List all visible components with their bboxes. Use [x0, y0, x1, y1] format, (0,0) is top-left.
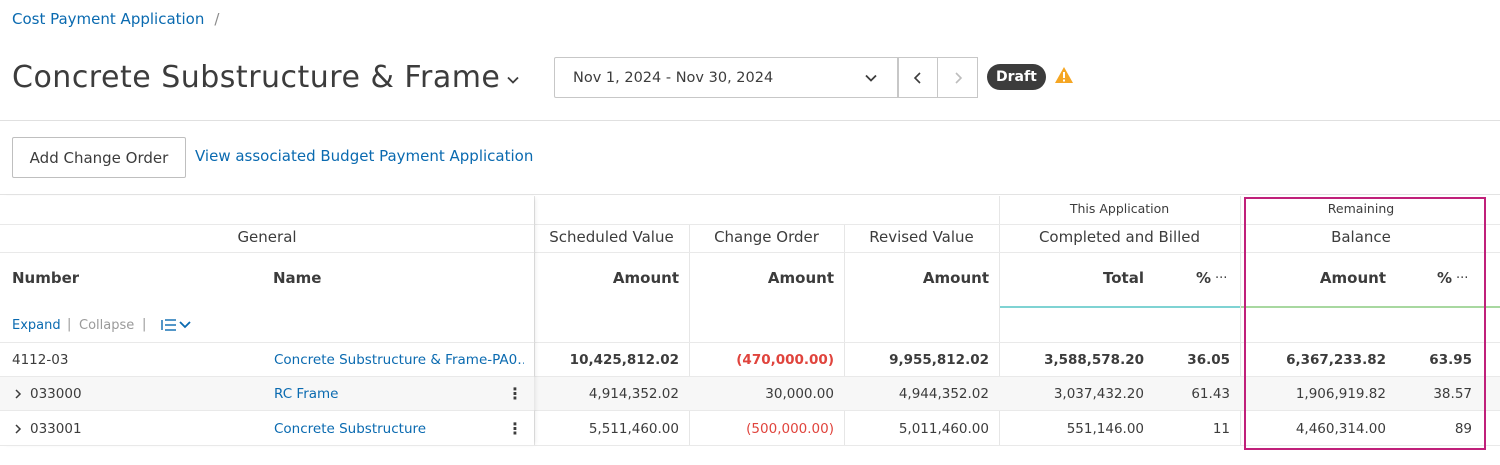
group-balance: Balance [1331, 228, 1391, 246]
more-options-icon[interactable]: ⋮ [507, 419, 523, 438]
row-scheduled-amount: 4,914,352.02 [588, 386, 679, 402]
collapse-link[interactable]: Collapse [79, 318, 135, 333]
table-row-background [0, 377, 1500, 410]
breadcrumb-link-cost-payment-application[interactable]: Cost Payment Application [12, 10, 205, 28]
date-range-select[interactable]: Nov 1, 2024 - Nov 30, 2024 [554, 57, 898, 98]
breadcrumb-separator: / [214, 10, 220, 28]
row-balance-pct: 38.57 [1433, 386, 1472, 402]
column-header-balance-pct[interactable]: % [1437, 269, 1453, 287]
row-divider [0, 376, 1500, 377]
row-scheduled-amount: 5,511,460.00 [588, 421, 679, 437]
chevron-right-icon [954, 71, 962, 84]
column-header-change-amount[interactable]: Amount [767, 269, 834, 287]
next-period-button[interactable] [938, 57, 978, 98]
row-change-amount: (500,000.00) [746, 421, 834, 437]
column-header-number[interactable]: Number [12, 269, 80, 287]
page-title: Concrete Substructure & Frame [12, 59, 501, 95]
previous-period-button[interactable] [898, 57, 938, 98]
view-budget-payment-application-link[interactable]: View associated Budget Payment Applicati… [195, 147, 534, 165]
chevron-right-icon[interactable] [13, 388, 23, 400]
column-header-scheduled-amount[interactable]: Amount [612, 269, 679, 287]
breadcrumb: Cost Payment Application / [12, 10, 219, 28]
row-scheduled-amount: 10,425,812.02 [569, 352, 679, 368]
row-divider [0, 445, 1500, 446]
row-revised-amount: 4,944,352.02 [898, 386, 989, 402]
row-completed-pct: 36.05 [1187, 352, 1230, 368]
group-change-order: Change Order [714, 228, 819, 246]
chevron-left-icon [913, 71, 921, 84]
group-scheduled-value: Scheduled Value [549, 228, 674, 246]
column-divider [689, 224, 690, 446]
column-divider [534, 196, 535, 446]
row-change-amount: 30,000.00 [765, 386, 834, 402]
group-revised-value: Revised Value [869, 228, 974, 246]
table-top-divider [0, 194, 1500, 195]
chevron-down-icon [865, 74, 877, 82]
completed-billed-accent [1000, 306, 1240, 308]
row-change-amount: (470,000.00) [736, 352, 834, 368]
row-completed-total: 551,146.00 [1066, 421, 1144, 437]
group-completed-billed: Completed and Billed [1038, 228, 1201, 246]
column-header-completed-pct[interactable]: % [1196, 269, 1212, 287]
row-completed-pct: 11 [1212, 421, 1230, 437]
title-dropdown[interactable]: Concrete Substructure & Frame [12, 56, 520, 98]
row-name-link[interactable]: Concrete Substructure [274, 421, 427, 437]
row-balance-amount: 4,460,314.00 [1295, 421, 1386, 437]
row-divider [0, 342, 1500, 343]
row-revised-amount: 5,011,460.00 [898, 421, 989, 437]
expand-link[interactable]: Expand [12, 318, 61, 333]
column-menu-icon[interactable]: ··· [1215, 271, 1228, 286]
chevron-down-icon [507, 76, 520, 84]
row-number: 033000 [30, 386, 82, 402]
remaining-balance-accent [1241, 306, 1500, 308]
group-general: General [237, 228, 297, 246]
column-divider [999, 196, 1000, 446]
column-header-completed-total[interactable]: Total [1103, 269, 1144, 287]
list-options-icon[interactable] [160, 318, 194, 332]
toolbar-divider: | [67, 317, 72, 332]
group-this-application: This Application [1069, 201, 1170, 216]
row-balance-pct: 63.95 [1429, 352, 1472, 368]
warning-icon[interactable] [1054, 66, 1074, 84]
row-revised-amount: 9,955,812.02 [889, 352, 989, 368]
row-number: 033001 [30, 421, 82, 437]
row-divider [0, 410, 1500, 411]
row-name-link[interactable]: RC Frame [274, 386, 339, 402]
toolbar-divider: | [142, 317, 147, 332]
row-completed-pct: 61.43 [1191, 386, 1230, 402]
row-balance-pct: 89 [1454, 421, 1472, 437]
chevron-right-icon[interactable] [13, 423, 23, 435]
header-divider [0, 120, 1500, 121]
row-name-link[interactable]: Concrete Substructure & Frame-PA0… [274, 352, 524, 368]
column-header-balance-amount[interactable]: Amount [1319, 269, 1386, 287]
date-range-value: Nov 1, 2024 - Nov 30, 2024 [573, 69, 774, 86]
column-divider [844, 224, 845, 446]
row-balance-amount: 1,906,919.82 [1295, 386, 1386, 402]
row-number: 4112-03 [12, 352, 69, 368]
add-change-order-button[interactable]: Add Change Order [12, 137, 186, 178]
row-completed-total: 3,588,578.20 [1044, 352, 1144, 368]
row-balance-amount: 6,367,233.82 [1286, 352, 1386, 368]
more-options-icon[interactable]: ⋮ [507, 384, 523, 403]
row-divider [0, 224, 1500, 225]
group-remaining: Remaining [1327, 201, 1395, 216]
status-badge: Draft [987, 64, 1046, 90]
row-completed-total: 3,037,432.20 [1053, 386, 1144, 402]
column-divider [1240, 196, 1241, 446]
row-divider [0, 252, 1500, 253]
column-menu-icon[interactable]: ··· [1456, 271, 1469, 286]
column-header-revised-amount[interactable]: Amount [922, 269, 989, 287]
column-header-name[interactable]: Name [273, 269, 322, 287]
